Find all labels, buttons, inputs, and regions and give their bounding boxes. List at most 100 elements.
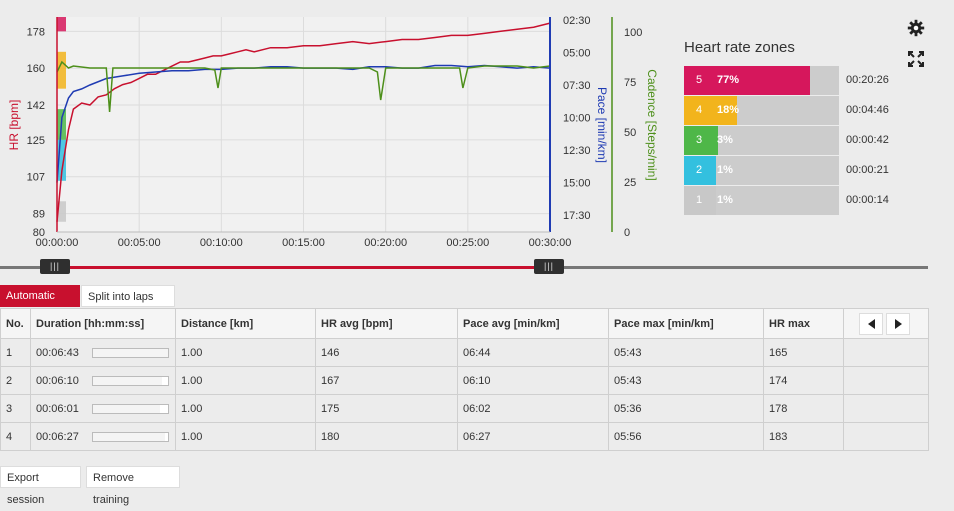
hr-tick-label: 178	[27, 26, 45, 38]
split-into-laps-dropdown[interactable]: Split into laps	[81, 285, 175, 323]
cadence-tick-label: 25	[624, 177, 636, 189]
lap-empty-cell	[843, 338, 929, 367]
lap-duration-bar	[91, 347, 169, 358]
zone-number: 4	[684, 96, 714, 125]
range-slider-selection[interactable]	[55, 266, 549, 269]
zone-number: 2	[684, 156, 714, 185]
lap-hr-max: 178	[769, 402, 788, 415]
expand-icon[interactable]	[905, 48, 927, 70]
lap-row[interactable]: 2 00:06:10 1.00 167 06:10 05:43 174	[0, 366, 929, 395]
col-duration[interactable]: Duration [hh:mm:ss]	[30, 308, 176, 339]
pace-line	[56, 64, 551, 183]
lap-row[interactable]: 3 00:06:01 1.00 175 06:02 05:36 178	[0, 394, 929, 423]
lap-duration: 00:06:43	[36, 346, 79, 359]
lap-no-cell: 2	[0, 366, 31, 395]
next-columns-button[interactable]	[886, 312, 910, 335]
range-slider-end-handle[interactable]: |||	[534, 259, 564, 274]
zone-row-4: 4 18%	[684, 96, 839, 125]
automatic-laps-button[interactable]: Automatic laps	[0, 285, 80, 324]
lap-pace-avg-cell: 06:10	[457, 366, 609, 395]
series-group	[56, 22, 551, 222]
lap-duration-bar-fill	[92, 348, 168, 357]
pace-tick-label: 02:30	[563, 15, 591, 27]
lap-row[interactable]: 4 00:06:27 1.00 180 06:27 05:56 183	[0, 422, 929, 451]
lap-no: 4	[6, 430, 13, 443]
lap-duration-cell: 00:06:43	[30, 338, 176, 367]
lap-duration: 00:06:10	[36, 374, 79, 387]
lap-hr-max-cell: 174	[763, 366, 844, 395]
lap-duration-cell: 00:06:01	[30, 394, 176, 423]
pace-tick-label: 05:00	[563, 48, 591, 60]
lap-pace-avg: 06:27	[463, 430, 491, 443]
x-tick-label: 00:20:00	[364, 237, 407, 249]
col-hr-max[interactable]: HR max	[763, 308, 844, 339]
laps-header-row: No. Duration [hh:mm:ss] Distance [km] HR…	[0, 308, 929, 339]
remove-training-button[interactable]: Remove training	[86, 466, 180, 506]
pace-axis-title: Pace [min/km]	[595, 87, 609, 163]
lap-hr-avg-cell: 167	[315, 366, 458, 395]
lap-pace-avg: 06:44	[463, 346, 491, 359]
col-pace-avg[interactable]: Pace avg [min/km]	[457, 308, 609, 339]
lap-pace-avg-cell: 06:27	[457, 422, 609, 451]
export-session-button[interactable]: Export session	[0, 466, 81, 506]
lap-distance-cell: 1.00	[175, 338, 316, 367]
triangle-right-icon	[894, 318, 902, 329]
lap-duration-bar-fill	[92, 404, 161, 413]
zone-number: 3	[684, 126, 714, 155]
lap-hr-avg: 175	[321, 402, 340, 415]
lap-row[interactable]: 1 00:06:43 1.00 146 06:44 05:43 165	[0, 338, 929, 367]
lap-distance-cell: 1.00	[175, 422, 316, 451]
hr-tick-label: 125	[27, 135, 45, 147]
lap-hr-max: 183	[769, 430, 788, 443]
lap-pace-max-cell: 05:43	[608, 366, 764, 395]
lap-duration: 00:06:01	[36, 402, 79, 415]
cadence-tick-label: 100	[624, 27, 642, 39]
col-distance[interactable]: Distance [km]	[175, 308, 316, 339]
col-nav	[843, 308, 929, 339]
col-no[interactable]: No.	[0, 308, 31, 339]
axis-labels: 00:00:00 00:05:00 00:10:00 00:15:00 00:20:00…	[7, 15, 659, 249]
cadence-tick-label: 0	[624, 227, 630, 239]
lap-no: 2	[6, 374, 13, 387]
lap-distance: 1.00	[181, 374, 203, 387]
lap-duration-bar	[91, 375, 169, 386]
lap-duration-bar	[91, 403, 169, 414]
lap-pace-max: 05:43	[614, 374, 642, 387]
col-pace-max[interactable]: Pace max [min/km]	[608, 308, 764, 339]
x-tick-label: 00:05:00	[118, 237, 161, 249]
lap-hr-max: 165	[769, 346, 788, 359]
x-tick-label: 00:10:00	[200, 237, 243, 249]
lap-pace-max-cell: 05:43	[608, 338, 764, 367]
zone-percent-bar	[714, 96, 737, 125]
hr-tick-label: 80	[33, 227, 45, 239]
pace-tick-label: 12:30	[563, 145, 591, 157]
prev-columns-button[interactable]	[859, 312, 883, 335]
range-slider-start-handle[interactable]: |||	[40, 259, 70, 274]
laps-table: No. Duration [hh:mm:ss] Distance [km] HR…	[0, 308, 929, 451]
triangle-left-icon	[867, 318, 875, 329]
zone-percent: 77%	[717, 74, 740, 86]
zone-percent: 18%	[717, 104, 740, 116]
lap-no-cell: 4	[0, 422, 31, 451]
zone-time: 00:00:42	[846, 134, 889, 146]
lap-hr-avg: 146	[321, 346, 340, 359]
lap-no: 3	[6, 402, 13, 415]
lap-hr-avg-cell: 180	[315, 422, 458, 451]
col-hr-avg[interactable]: HR avg [bpm]	[315, 308, 458, 339]
lap-no-cell: 1	[0, 338, 31, 367]
zone-strip-band	[57, 51, 66, 89]
zone-number: 1	[684, 186, 714, 215]
lap-duration-cell: 00:06:10	[30, 366, 176, 395]
hr-tick-label: 107	[27, 172, 45, 184]
lap-pace-max-cell: 05:56	[608, 422, 764, 451]
lap-pace-avg: 06:10	[463, 374, 491, 387]
zone-percent-bar	[714, 186, 716, 215]
zone-percent-bar	[714, 156, 716, 185]
lap-hr-max: 174	[769, 374, 788, 387]
zone-row-3: 3 3%	[684, 126, 839, 155]
hr-axis-title: HR [bpm]	[7, 100, 21, 151]
lap-hr-avg-cell: 175	[315, 394, 458, 423]
lap-hr-avg: 167	[321, 374, 340, 387]
gear-icon[interactable]	[905, 17, 927, 39]
lap-pace-max: 05:36	[614, 402, 642, 415]
